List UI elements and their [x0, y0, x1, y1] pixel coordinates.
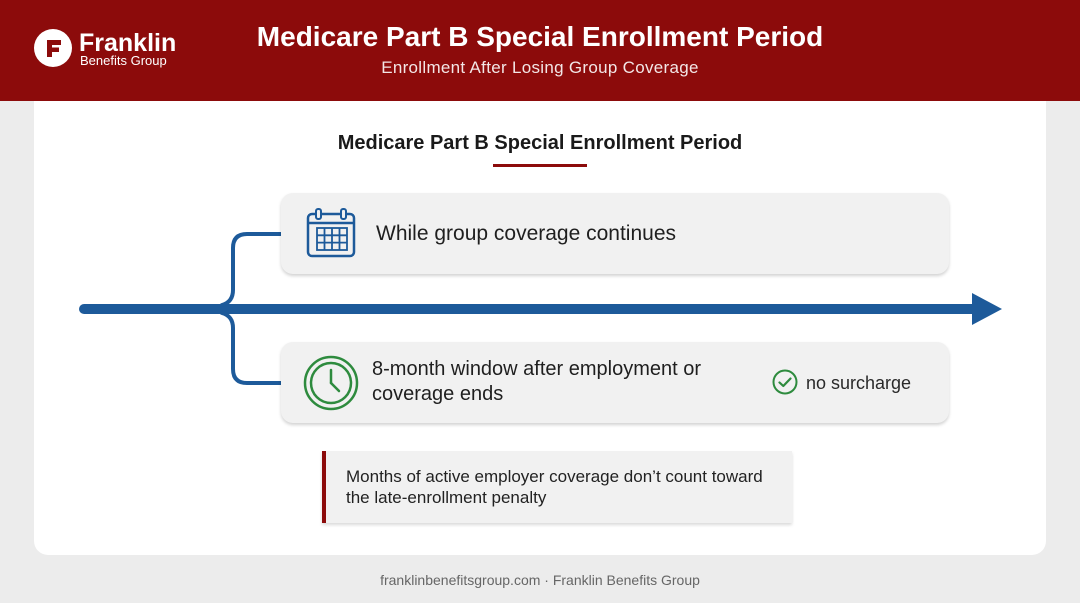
header-banner: Franklin Benefits Group Medicare Part B … [0, 0, 1080, 101]
page-subtitle: Enrollment After Losing Group Coverage [381, 58, 699, 77]
badge-label: no surcharge [806, 373, 912, 393]
logo-name: Franklin [79, 29, 177, 57]
logo-subtitle: Benefits Group [80, 53, 167, 68]
branch-connector-bottom [220, 311, 283, 385]
penalty-note: Months of active employer coverage don’t… [322, 451, 792, 523]
diagram-title: Medicare Part B Special Enrollment Perio… [337, 132, 743, 154]
timeline-arrowhead [972, 293, 1002, 325]
branch-card-coverage-continues: While group coverage continues [281, 193, 949, 274]
calendar-icon [306, 208, 356, 258]
penalty-note-text: Months of active employer coverage don’t… [346, 467, 763, 507]
page-title: Medicare Part B Special Enrollment Perio… [256, 21, 824, 52]
footer-text: franklinbenefitsgroup.com · Franklin Ben… [380, 572, 700, 588]
branch-card-eight-month-window: 8-month window after employment or cover… [281, 342, 949, 423]
branch-connector-top [220, 232, 283, 307]
clock-icon [303, 355, 359, 411]
title-underline [493, 164, 587, 167]
logo-mark [34, 29, 72, 67]
branch-label-coverage-continues: While group coverage continues [376, 222, 677, 245]
company-logo: Franklin Benefits Group [34, 29, 194, 71]
check-circle-icon [772, 369, 798, 395]
branch-label-eight-month-window: 8-month window after employment or cover… [372, 358, 702, 405]
